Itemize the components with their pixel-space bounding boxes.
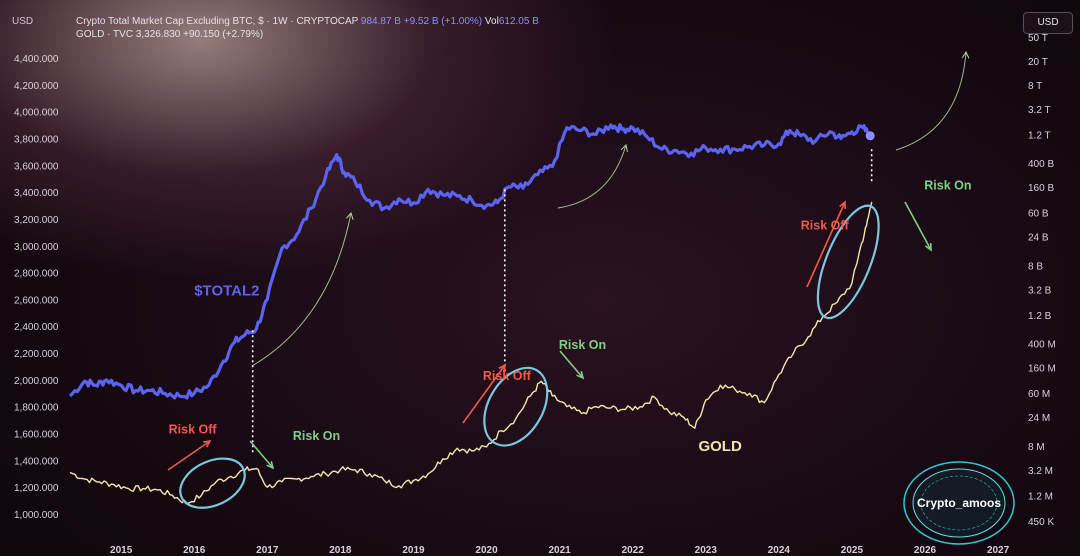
annotation-label: GOLD (698, 438, 741, 455)
x-axis-tick-label: 2022 (622, 545, 645, 556)
currency-button[interactable]: USD (1023, 12, 1073, 34)
right-axis-tick-label: 400 B (1028, 159, 1054, 170)
x-axis-tick-label: 2023 (695, 545, 718, 556)
right-axis-tick-label: 60 B (1028, 209, 1049, 220)
right-axis-tick-label: 8 T (1028, 81, 1042, 92)
annotation-label: Risk On (559, 338, 606, 352)
legend-vol-value: 612.05 B (498, 16, 539, 27)
x-axis-tick-label: 2015 (110, 545, 133, 556)
right-axis-tick-label: 3.2 T (1028, 105, 1051, 116)
left-axis-tick-label: 4,400.000 (14, 54, 59, 65)
x-axis-tick-label: 2027 (987, 545, 1010, 556)
left-axis-tick-label: 2,000.000 (14, 376, 59, 387)
annotation-label: Risk Off (483, 369, 532, 383)
x-axis-tick-label: 2024 (768, 545, 791, 556)
left-axis-tick-label: 1,000.000 (14, 510, 59, 521)
right-axis-tick-label: 8 B (1028, 261, 1043, 272)
left-axis-tick-label: 1,800.000 (14, 403, 59, 414)
right-axis-tick-label: 3.2 B (1028, 285, 1052, 296)
trend-curve-arrow-head (961, 50, 970, 59)
watermark-text: Crypto_amoos (916, 496, 1002, 510)
legend-total2-value: 984.87 B (360, 16, 401, 27)
annotation-label: Risk Off (801, 219, 850, 233)
right-axis-tick-label: 3.2 M (1028, 466, 1053, 477)
right-axis-tick-label: 24 M (1028, 413, 1050, 424)
legend-gold-label: GOLD · TVC (76, 29, 134, 40)
risk-off-arrow (806, 201, 846, 288)
right-axis-tick-label: 450 K (1028, 517, 1054, 528)
legend-gold-change: +90.150 (+2.79%) (183, 29, 264, 40)
risk-on-arrow (249, 440, 274, 469)
legend-total2-change: +9.52 B (+1.00%) (403, 16, 483, 27)
risk-off-arrow-head (839, 200, 847, 210)
series-total2-last-point (865, 131, 875, 141)
legend-line-total2: Crypto Total Market Cap Excluding BTC, $… (76, 16, 539, 27)
left-axis-tick-label: 4,200.000 (14, 81, 59, 92)
x-axis-tick-label: 2019 (402, 545, 425, 556)
right-axis-tick-label: 20 T (1028, 57, 1048, 68)
right-axis-tick-label: 50 T (1028, 33, 1048, 44)
left-axis-tick-label: 2,800.000 (14, 269, 59, 280)
left-axis-tick-label: 3,200.000 (14, 215, 59, 226)
annotation-label: Risk On (924, 178, 971, 192)
annotation-label: Risk On (293, 429, 340, 443)
x-axis-tick-label: 2016 (183, 545, 206, 556)
x-axis-tick-label: 2018 (329, 545, 352, 556)
left-axis-tick-label: 1,200.000 (14, 483, 59, 494)
risk-off-arrow (167, 440, 211, 471)
trend-curve-arrow-head (346, 211, 354, 220)
right-axis-tick-label: 24 B (1028, 233, 1049, 244)
trend-curve-arrow (251, 212, 352, 367)
risk-on-arrow-head (266, 461, 275, 470)
series-line-gold (69, 201, 873, 504)
right-axis-tick-label: 1.2 M (1028, 491, 1053, 502)
x-axis-tick-label: 2021 (548, 545, 571, 556)
right-axis-tick-label: 60 M (1028, 389, 1050, 400)
trend-curve-arrow (557, 144, 627, 209)
left-axis-currency: USD (12, 16, 34, 27)
right-axis-tick-label: 1.2 T (1028, 130, 1051, 141)
legend-total2-label: Crypto Total Market Cap Excluding BTC, $… (76, 16, 359, 27)
left-axis-tick-label: 3,600.000 (14, 161, 59, 172)
trend-curve-arrow (895, 51, 967, 151)
right-axis-tick-label: 1.2 B (1028, 311, 1052, 322)
risk-off-arrow-head (202, 439, 212, 448)
right-axis-tick-label: 160 M (1028, 364, 1056, 375)
left-axis-tick-label: 3,400.000 (14, 188, 59, 199)
left-axis-tick-label: 1,600.000 (14, 430, 59, 441)
right-axis-tick-label: 400 M (1028, 340, 1056, 351)
risk-on-arrow (904, 201, 932, 251)
annotation-label: $TOTAL2 (194, 282, 259, 299)
left-axis-tick-label: 1,400.000 (14, 456, 59, 467)
x-axis-tick-label: 2020 (475, 545, 498, 556)
x-axis-tick-label: 2025 (841, 545, 864, 556)
x-axis-tick-label: 2017 (256, 545, 279, 556)
risk-off-arrow (462, 364, 506, 424)
risk-on-arrow-head (576, 371, 585, 380)
highlight-ellipse (483, 366, 549, 447)
risk-on-arrow (559, 350, 584, 379)
annotation-label: Risk Off (169, 423, 218, 437)
x-axis-tick-label: 2026 (914, 545, 937, 556)
left-axis-tick-label: 2,400.000 (14, 322, 59, 333)
right-axis-tick-label: 160 B (1028, 183, 1054, 194)
left-axis-tick-label: 3,000.000 (14, 242, 59, 253)
left-axis-tick-label: 4,000.000 (14, 108, 59, 119)
watermark-logo (903, 461, 1015, 545)
risk-on-arrow-head (924, 242, 932, 252)
left-axis-tick-label: 2,200.000 (14, 349, 59, 360)
highlight-ellipse (179, 457, 246, 509)
left-axis-tick-label: 2,600.000 (14, 295, 59, 306)
trend-curve-arrow-head (620, 144, 628, 152)
series-line-total2 (68, 123, 872, 400)
risk-off-arrow-head (498, 363, 507, 373)
legend-gold-value: 3,326.830 (135, 29, 181, 40)
right-axis-tick-label: 8 M (1028, 442, 1045, 453)
legend-vol-label: Vol (484, 16, 499, 27)
left-axis-tick-label: 3,800.000 (14, 134, 59, 145)
legend-line-gold: GOLD · TVC 3,326.830 +90.150 (+2.79%) (76, 29, 263, 40)
highlight-ellipse (816, 204, 880, 320)
